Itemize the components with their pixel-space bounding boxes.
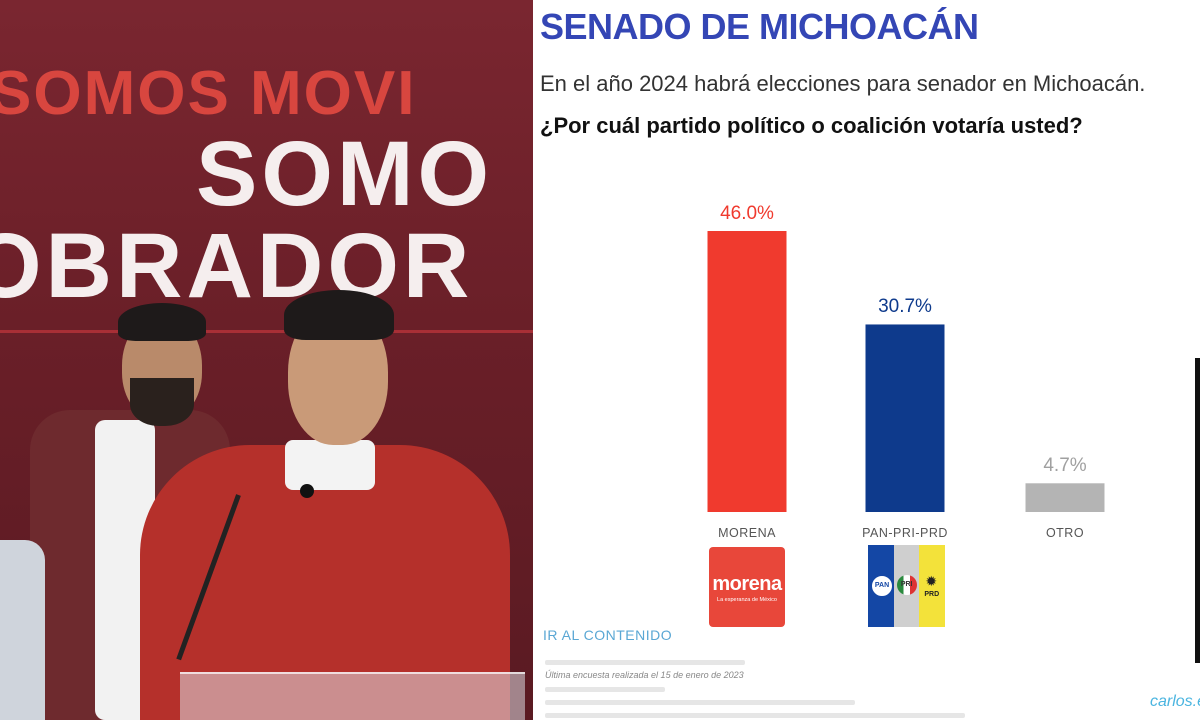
value-label-pan-pri-prd: 30.7% [878,296,932,318]
faint-footnote-line [545,700,855,705]
pan-logo: PAN [868,545,894,627]
brand-watermark: carlos.e [1149,693,1200,710]
press-photo: SOMOS MOVI SOMO OBRADOR [0,0,533,720]
prd-sun-icon: ✹ [925,573,938,589]
faint-footnote-line [545,660,745,665]
morena-logo-word: morena [712,573,782,595]
category-label-otro: OTRO [1045,526,1085,540]
category-label-pan-pri-prd: PAN-PRI-PRD [862,526,948,540]
coalition-logo: PAN PRI ✹ PRD [868,545,946,627]
ir-al-contenido-link[interactable]: IR AL CONTENIDO [543,627,673,643]
prd-logo-text: PRD [924,591,940,598]
bar-otro [1025,483,1105,512]
pan-logo-text: PAN [871,575,893,597]
bar-pan-pri-prd [865,324,945,512]
survey-question: ¿Por cuál partido político o coalición v… [540,113,1083,138]
morena-logo-tagline: La esperanza de México [717,597,777,603]
survey-chart-panel: SENADO DE MICHOACÁN En el año 2024 habrá… [533,0,1200,720]
value-label-morena: 46.0% [720,203,774,224]
category-label-morena: MORENA [718,526,776,540]
podium [180,672,525,720]
morena-logo: morena La esperanza de México [709,547,785,627]
banner-divider [0,330,533,333]
bar-chart [707,231,1105,512]
value-label-otro: 4.7% [1043,455,1087,477]
chart-subtitle: En el año 2024 habrá elecciones para sen… [540,71,1146,96]
prd-logo: ✹ PRD [919,545,946,627]
pri-logo: PRI [893,545,920,627]
pri-logo-text: PRI [896,575,917,595]
faint-footnote-line [545,687,665,692]
banner-line-1: SOMOS MOVI [0,59,417,128]
survey-footnote: Última encuesta realizada el 15 de enero… [545,670,744,680]
banner-line-3: OBRADOR [0,215,474,317]
edge-strip [1195,358,1200,663]
bar-morena [707,231,787,512]
microphone [300,484,314,498]
faint-footnote-line [545,713,965,718]
banner-line-2: SOMO [196,123,494,225]
page-title: SENADO DE MICHOACÁN [540,6,979,47]
